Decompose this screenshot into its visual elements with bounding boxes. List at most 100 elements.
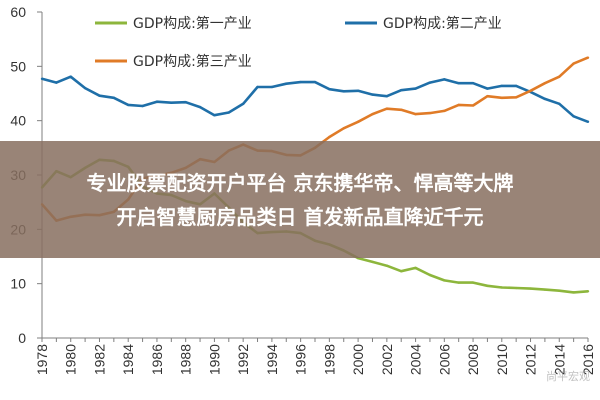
series-3-point bbox=[328, 135, 331, 139]
legend-label: GDP构成:第一产业 bbox=[133, 15, 252, 32]
series-2-point bbox=[127, 103, 130, 107]
series-2-point bbox=[198, 105, 202, 109]
series-3-point bbox=[529, 89, 532, 92]
series-1-point bbox=[371, 260, 374, 264]
series-2-point bbox=[270, 85, 274, 89]
series-1-point bbox=[543, 288, 547, 291]
y-tick-label: 40 bbox=[10, 113, 26, 129]
series-2-point bbox=[98, 94, 101, 97]
series-1-point bbox=[572, 291, 575, 294]
x-tick-label: 1996 bbox=[293, 344, 309, 375]
x-tick-label: 1984 bbox=[120, 344, 136, 375]
series-2-point bbox=[141, 104, 144, 108]
series-2-point bbox=[227, 111, 230, 114]
x-tick-label: 1990 bbox=[206, 344, 222, 375]
series-3-point bbox=[500, 96, 503, 100]
series-2-point bbox=[299, 80, 302, 84]
series-2-point bbox=[471, 81, 475, 85]
x-tick-label: 2012 bbox=[523, 344, 539, 375]
series-2-point bbox=[40, 77, 44, 81]
series-2-point bbox=[457, 81, 460, 85]
legend-label: GDP构成:第三产业 bbox=[133, 53, 252, 70]
series-3-point bbox=[342, 127, 345, 130]
series-2-point bbox=[256, 85, 259, 89]
series-2-point bbox=[400, 89, 403, 92]
series-2-point bbox=[371, 93, 374, 96]
series-3-point bbox=[385, 107, 389, 110]
series-2-point bbox=[241, 102, 245, 106]
series-3-point bbox=[586, 56, 590, 59]
series-2-point bbox=[55, 81, 58, 84]
series-1-point bbox=[500, 286, 503, 289]
series-2-point bbox=[385, 95, 389, 98]
series-2-point bbox=[514, 84, 518, 88]
series-2-point bbox=[112, 96, 116, 100]
series-1-point bbox=[586, 290, 590, 293]
series-2-point bbox=[342, 90, 345, 93]
x-tick-label: 1992 bbox=[235, 344, 251, 375]
series-3-point bbox=[457, 103, 460, 107]
series-1-point bbox=[457, 281, 460, 284]
x-tick-label: 1994 bbox=[264, 344, 280, 375]
x-axis: 1978 1980 1982 1984 1986 1988 1990 1992 1994 1996… bbox=[34, 337, 596, 375]
series-3-point bbox=[443, 109, 446, 113]
series-3-point bbox=[558, 75, 561, 78]
x-tick-label: 1978 bbox=[34, 344, 50, 375]
chart-legend: GDP构成:第一产业 GDP构成:第二产业 GDP构成:第三产业 bbox=[95, 15, 502, 70]
x-tick-label: 1988 bbox=[178, 344, 194, 375]
x-tick-label: 2000 bbox=[350, 344, 366, 375]
legend-label: GDP构成:第二产业 bbox=[383, 15, 502, 32]
series-2-point bbox=[486, 87, 489, 90]
y-tick-label: 60 bbox=[10, 4, 26, 20]
banner-line-1: 专业股票配资开户平台 京东携华帝、悍高等大牌 bbox=[86, 170, 514, 195]
x-tick-label: 2006 bbox=[436, 344, 452, 375]
series-1-point bbox=[385, 264, 389, 267]
x-tick-label: 2016 bbox=[580, 344, 596, 375]
y-tick-label: 0 bbox=[18, 330, 26, 346]
series-2-point bbox=[69, 75, 72, 78]
series-3-point bbox=[356, 120, 360, 123]
series-2-point bbox=[328, 87, 331, 91]
series-3-point bbox=[572, 62, 575, 65]
series-1-point bbox=[414, 266, 417, 270]
series-2-point bbox=[443, 78, 446, 81]
series-1-point bbox=[400, 269, 403, 273]
series-line-2 bbox=[41, 75, 589, 124]
series-2-point bbox=[213, 114, 216, 117]
series-2-point bbox=[83, 86, 87, 90]
banner-line-2: 开启智慧厨房品类日 首发新品直降近千元 bbox=[116, 204, 484, 229]
series-3-point bbox=[486, 95, 489, 98]
x-tick-label: 2010 bbox=[494, 344, 510, 375]
series-2-point bbox=[356, 89, 360, 92]
series-2-point bbox=[586, 120, 590, 123]
series-2-point bbox=[170, 101, 173, 104]
series-1-point bbox=[529, 287, 532, 290]
x-tick-label: 2002 bbox=[379, 344, 395, 375]
series-2-point bbox=[543, 97, 547, 101]
series-1-point bbox=[471, 281, 475, 284]
y-tick-label: 50 bbox=[10, 58, 26, 74]
x-tick-label: 1980 bbox=[63, 344, 79, 375]
series-1-point bbox=[428, 273, 432, 277]
series-3-point bbox=[371, 112, 374, 116]
series-2-point bbox=[313, 80, 317, 84]
overlay-banner: 专业股票配资开户平台 京东携华帝、悍高等大牌 开启智慧厨房品类日 首发新品直降近… bbox=[0, 141, 600, 258]
series-3-point bbox=[543, 81, 547, 85]
series-3-point bbox=[428, 111, 432, 115]
series-2-point bbox=[155, 100, 159, 103]
series-2-point bbox=[558, 102, 561, 106]
series-1-point bbox=[558, 289, 561, 292]
x-tick-label: 1982 bbox=[91, 344, 107, 375]
x-tick-label: 1998 bbox=[321, 344, 337, 375]
series-2-point bbox=[500, 84, 503, 88]
x-tick-label: 1986 bbox=[149, 344, 165, 375]
y-tick-label: 10 bbox=[10, 276, 26, 292]
series-2-point bbox=[414, 87, 417, 90]
series-1-point bbox=[443, 279, 446, 282]
x-tick-label: 2008 bbox=[465, 344, 481, 375]
series-2-point bbox=[428, 81, 432, 84]
watermark-text: 尚平宏观 bbox=[546, 370, 590, 383]
series-2-point bbox=[184, 100, 187, 104]
series-1-point bbox=[514, 286, 518, 290]
